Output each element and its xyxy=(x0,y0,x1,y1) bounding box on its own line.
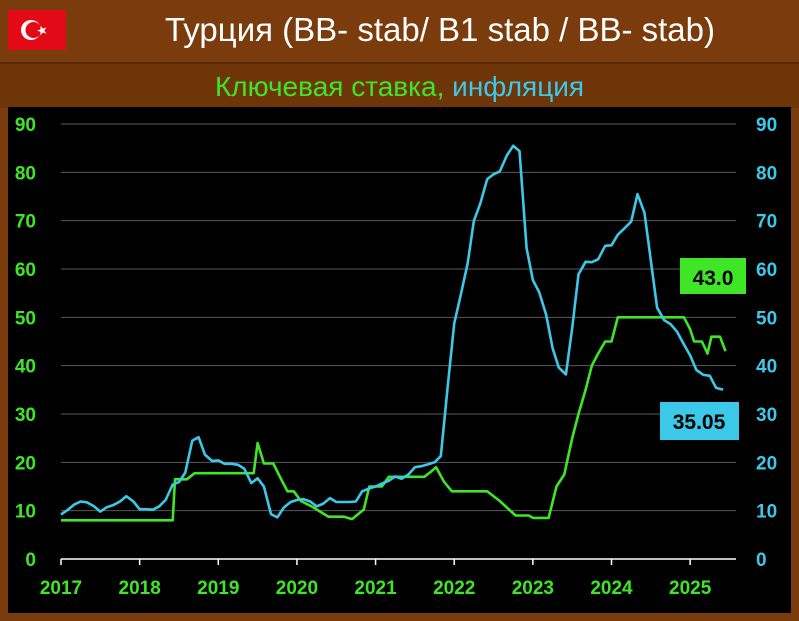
chart-subtitle: Ключевая ставка, инфляция xyxy=(0,62,799,108)
y-tick-label-left: 70 xyxy=(15,212,36,233)
x-tick-label: 2017 xyxy=(40,578,82,599)
y-tick-label-left: 30 xyxy=(15,405,36,426)
x-tick-label: 2021 xyxy=(354,578,397,599)
x-tick-label: 2024 xyxy=(590,578,633,599)
y-tick-label-right: 0 xyxy=(756,550,767,571)
y-tick-label-left: 40 xyxy=(15,357,36,378)
y-tick-label-right: 40 xyxy=(756,357,777,378)
subtitle-rate: Ключевая ставка, xyxy=(214,71,445,102)
y-tick-label-left: 10 xyxy=(15,502,36,523)
title-bar: Турция (BB- stab/ B1 stab / BB- stab) xyxy=(0,0,799,60)
x-tick-label: 2018 xyxy=(119,578,161,599)
y-tick-label-right: 60 xyxy=(756,260,777,281)
x-tick-label: 2020 xyxy=(276,578,318,599)
turkey-flag-icon xyxy=(8,10,66,50)
y-tick-label-left: 60 xyxy=(15,260,36,281)
chart-title: Турция (BB- stab/ B1 stab / BB- stab) xyxy=(165,11,715,48)
subtitle-inflation: инфляция xyxy=(452,71,585,102)
inflation-last-value-box xyxy=(660,402,739,440)
plot-area: 0 0 10 10 20 20 30 30 40 40 50 50 60 60 70 70 80 80 90 90 20… xyxy=(8,107,791,613)
y-tick-label-right: 80 xyxy=(756,163,777,184)
y-tick-label-right: 90 xyxy=(756,115,777,136)
x-tick-label: 2023 xyxy=(512,578,554,599)
y-tick-label-left: 50 xyxy=(15,308,36,329)
y-tick-label-left: 20 xyxy=(15,453,36,474)
inflation-last-value-label: 35.05 xyxy=(673,411,726,434)
y-tick-label-right: 50 xyxy=(756,308,777,329)
x-tick-label: 2025 xyxy=(669,578,712,599)
y-tick-label-left: 80 xyxy=(15,163,36,184)
y-tick-label-left: 90 xyxy=(15,115,36,136)
inflation-series-line xyxy=(60,144,724,519)
y-tick-label-right: 10 xyxy=(756,502,777,523)
x-tick-label: 2022 xyxy=(433,578,475,599)
rate-last-value-label: 43.0 xyxy=(693,267,734,290)
y-tick-label-right: 70 xyxy=(756,212,777,233)
y-tick-label-left: 0 xyxy=(25,550,36,571)
rate-last-value-box xyxy=(680,258,746,294)
y-tick-label-right: 20 xyxy=(756,453,777,474)
x-tick-label: 2019 xyxy=(197,578,239,599)
y-tick-label-right: 30 xyxy=(756,405,777,426)
rate-series-line xyxy=(61,316,727,522)
